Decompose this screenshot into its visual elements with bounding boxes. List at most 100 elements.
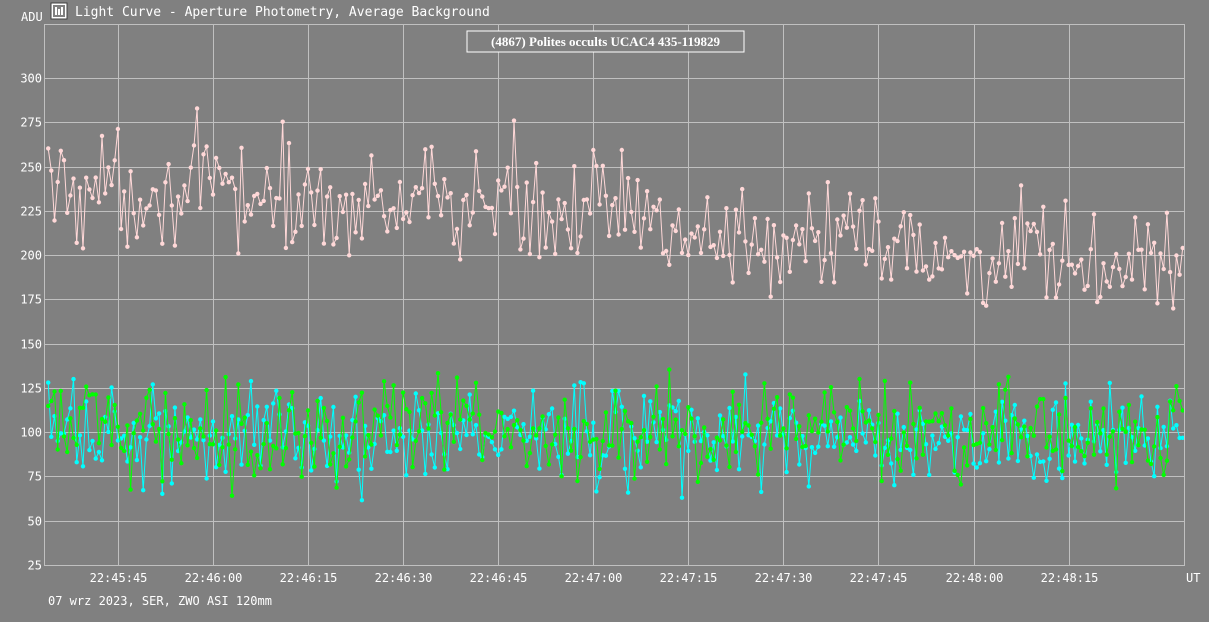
data-point bbox=[1050, 407, 1056, 412]
data-point bbox=[686, 252, 691, 258]
data-point bbox=[819, 419, 824, 424]
data-point bbox=[911, 472, 916, 477]
data-point bbox=[255, 404, 260, 409]
data-point bbox=[597, 202, 602, 207]
data-point bbox=[109, 385, 114, 390]
data-point bbox=[958, 254, 964, 259]
data-point bbox=[933, 411, 938, 416]
data-point bbox=[156, 212, 162, 218]
data-point bbox=[755, 472, 761, 477]
data-point bbox=[546, 210, 552, 215]
data-point bbox=[312, 446, 317, 452]
data-point bbox=[1180, 408, 1185, 413]
data-point bbox=[698, 460, 704, 466]
data-point bbox=[797, 462, 802, 467]
data-point bbox=[641, 216, 647, 221]
data-point bbox=[870, 426, 875, 431]
data-point bbox=[464, 403, 469, 409]
data-point bbox=[435, 193, 441, 199]
data-point bbox=[442, 177, 447, 182]
data-point bbox=[968, 416, 973, 422]
data-point bbox=[746, 423, 751, 428]
data-point bbox=[559, 216, 564, 222]
data-point bbox=[293, 229, 298, 234]
data-point bbox=[828, 251, 834, 256]
data-point bbox=[381, 379, 387, 384]
data-point bbox=[1044, 478, 1049, 483]
data-point bbox=[1142, 427, 1147, 432]
data-point bbox=[156, 411, 162, 416]
data-point bbox=[400, 390, 406, 395]
y-tick-label: 100 bbox=[20, 426, 42, 440]
y-tick-label: 250 bbox=[20, 161, 42, 175]
data-point bbox=[46, 380, 51, 385]
data-point bbox=[556, 454, 561, 459]
data-point bbox=[838, 415, 843, 420]
data-point bbox=[670, 223, 675, 228]
data-point bbox=[150, 422, 155, 427]
data-point bbox=[942, 235, 948, 240]
data-point bbox=[885, 452, 891, 457]
data-point bbox=[423, 147, 428, 152]
data-point bbox=[930, 419, 935, 424]
data-point bbox=[432, 413, 437, 418]
data-point bbox=[489, 205, 495, 211]
data-point bbox=[841, 213, 846, 218]
data-point bbox=[882, 256, 887, 262]
data-point bbox=[870, 248, 875, 253]
data-point bbox=[996, 261, 1002, 266]
data-point bbox=[280, 119, 285, 124]
data-point bbox=[109, 182, 114, 188]
data-point bbox=[134, 418, 140, 423]
data-point bbox=[271, 443, 276, 449]
data-point bbox=[730, 280, 735, 285]
x-tick-label: 22:48:00 bbox=[946, 571, 1004, 585]
data-point bbox=[369, 153, 374, 158]
data-point bbox=[651, 414, 656, 419]
data-point bbox=[1152, 474, 1157, 479]
data-point bbox=[61, 158, 67, 163]
data-point bbox=[74, 240, 79, 245]
data-point bbox=[391, 383, 396, 388]
data-point bbox=[486, 432, 491, 437]
data-point bbox=[835, 419, 840, 425]
data-point bbox=[841, 442, 846, 447]
data-point bbox=[854, 246, 859, 251]
data-point bbox=[318, 435, 323, 440]
data-point bbox=[134, 235, 140, 240]
data-point bbox=[198, 417, 203, 422]
data-point bbox=[185, 198, 190, 204]
data-point bbox=[264, 421, 269, 426]
data-point bbox=[1126, 402, 1132, 408]
data-point bbox=[717, 229, 723, 234]
data-point bbox=[1114, 469, 1119, 475]
data-point bbox=[261, 417, 266, 423]
data-point bbox=[654, 208, 659, 213]
data-point bbox=[797, 424, 802, 429]
data-point bbox=[524, 463, 529, 469]
data-point bbox=[496, 178, 501, 183]
data-point bbox=[492, 429, 498, 434]
data-point bbox=[65, 449, 70, 455]
data-point bbox=[644, 439, 650, 444]
light-curve-app-icon[interactable] bbox=[50, 2, 68, 20]
data-point bbox=[419, 395, 425, 401]
y-axis-label: ADU bbox=[21, 10, 43, 24]
data-point bbox=[1075, 263, 1081, 269]
data-point bbox=[169, 203, 174, 208]
data-point bbox=[942, 423, 948, 428]
data-point bbox=[372, 407, 377, 412]
data-point bbox=[400, 216, 406, 222]
data-point bbox=[892, 236, 897, 241]
data-point bbox=[122, 189, 127, 194]
data-point bbox=[1072, 459, 1078, 464]
data-point bbox=[952, 253, 957, 258]
data-point bbox=[644, 459, 650, 464]
data-point bbox=[315, 398, 320, 404]
data-point bbox=[61, 434, 67, 439]
x-tick-label: 22:47:15 bbox=[660, 571, 718, 585]
data-point bbox=[1041, 396, 1046, 402]
data-point bbox=[58, 388, 63, 394]
data-point bbox=[996, 382, 1002, 387]
data-point bbox=[889, 277, 894, 282]
